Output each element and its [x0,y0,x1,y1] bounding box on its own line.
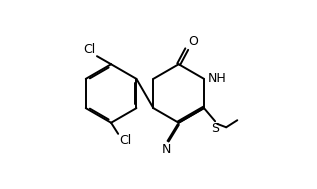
Text: Cl: Cl [84,43,96,56]
Text: S: S [211,122,219,135]
Text: NH: NH [208,72,226,85]
Text: Cl: Cl [119,134,132,147]
Text: N: N [162,143,171,156]
Text: O: O [188,35,197,48]
